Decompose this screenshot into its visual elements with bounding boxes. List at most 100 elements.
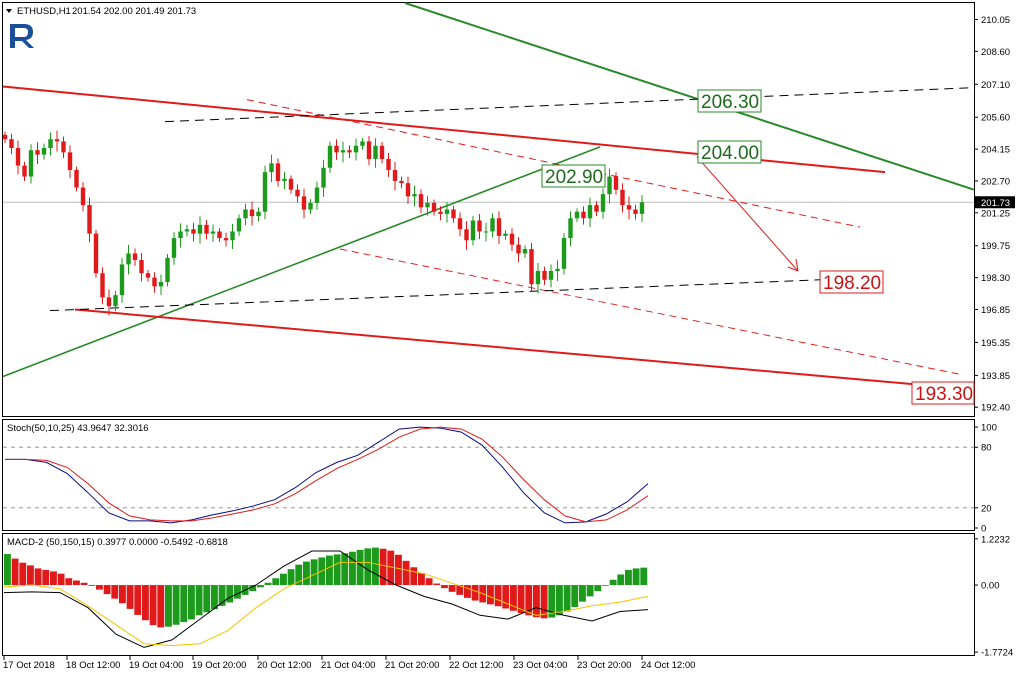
ohlc-label: 201.54 202.00 201.49 201.73 (72, 6, 196, 17)
level-box-198-20 (819, 270, 884, 294)
macd-hist-bar (609, 579, 617, 586)
time-tick-label: 24 Oct 12:00 (641, 660, 695, 671)
candle-bull (230, 231, 235, 241)
candle-bull (412, 194, 417, 197)
broker-logo-icon (10, 24, 34, 48)
candle-bear (87, 205, 92, 234)
candle-bull (314, 187, 320, 203)
candle-bear (288, 178, 294, 190)
macd-hist-bar (494, 585, 502, 607)
level-label: 193.30 (915, 384, 973, 405)
candle-bear (191, 229, 196, 234)
candle-bull (490, 218, 495, 232)
macd-hist-bar (50, 571, 57, 586)
macd-hist-bar (88, 585, 96, 586)
stoch-tick-label: 80 (981, 443, 992, 454)
candle-bear (334, 145, 339, 153)
macd-hist-bar (333, 554, 341, 586)
level-box-204-00 (697, 140, 762, 164)
candle-bull (373, 145, 378, 159)
candle-bear (418, 194, 424, 208)
candle-bear (93, 233, 99, 274)
candle-bull (236, 218, 242, 232)
candle-bear (379, 145, 385, 159)
macd-hist-bar (517, 585, 525, 614)
macd-hist-bar (249, 585, 257, 592)
macd-hist-bar (533, 585, 540, 618)
macd-title: MACD-2 (50,150,15) 0.3977 0.0000 -0.5492… (7, 537, 228, 548)
macd-tick-label: -1.7724 (981, 648, 1013, 659)
candle-bull (522, 249, 528, 254)
collapse-triangle-icon[interactable] (6, 9, 12, 13)
macd-hist-bar (594, 585, 602, 592)
candle-bear (100, 273, 105, 298)
macd-hist-bar (172, 585, 180, 625)
macd-hist-bar (126, 585, 134, 609)
candle-bear (529, 249, 534, 285)
price-tick-label: 195.35 (981, 338, 1010, 349)
candle-bear (22, 165, 27, 177)
stoch-pane (2, 419, 975, 531)
candle-bull (587, 205, 593, 219)
candle-bull (353, 145, 359, 153)
macd-hist-bar (195, 585, 203, 616)
macd-hist-bar (57, 573, 65, 586)
macd-hist-bar (27, 565, 34, 586)
macd-hist-bar (310, 559, 318, 586)
price-tick-label: 198.30 (981, 273, 1010, 284)
red-dashed-channel-bottom (339, 248, 961, 375)
price-tick-label: 208.60 (981, 47, 1010, 58)
candle-bear (633, 209, 638, 214)
time-tick-label: 23 Oct 20:00 (577, 660, 631, 671)
macd-hist-bar (448, 585, 456, 592)
candle-bull (48, 139, 53, 148)
candle-bear (451, 209, 456, 219)
macd-hist-bar (157, 585, 165, 628)
level-box-193-30 (911, 381, 975, 405)
time-tick-label: 17 Oct 2018 (3, 660, 55, 671)
macd-hist-bar (134, 585, 142, 615)
macd-hist-bar (372, 547, 379, 586)
candle-bear (301, 196, 307, 210)
macd-hist-bar (203, 585, 211, 613)
candle-bull (210, 231, 216, 234)
time-tick-label: 21 Oct 20:00 (385, 660, 439, 671)
candle-bear (431, 202, 437, 212)
candle-bear (509, 233, 515, 245)
macd-hist-bar (632, 568, 640, 586)
macd-hist-bar (19, 562, 27, 586)
macd-hist-bar (280, 573, 287, 586)
time-tick-label: 20 Oct 12:00 (257, 660, 311, 671)
candle-bear (139, 260, 144, 274)
macd-hist-bar (111, 585, 119, 599)
stoch-title: Stoch(50,10,25) 43.9647 32.3016 (7, 423, 149, 434)
candle-bull (282, 178, 287, 181)
candle-bull (483, 231, 489, 233)
candle-bear (366, 141, 372, 159)
candle-bull (178, 231, 183, 239)
macd-hist-bar (625, 569, 632, 586)
candle-bear (217, 231, 222, 239)
macd-hist-bar (188, 585, 195, 620)
candle-bear (613, 176, 619, 190)
macd-hist-bar (617, 574, 625, 586)
candle-bear (438, 211, 443, 214)
candle-bull (561, 238, 567, 269)
macd-hist-bar (326, 555, 333, 586)
candle-bull (503, 233, 508, 236)
macd-hist-bar (180, 585, 188, 623)
candle-bear (67, 152, 73, 170)
macd-hist-bar (510, 585, 517, 611)
red-channel-bottom (74, 308, 975, 391)
stoch-tick-label: 100 (981, 423, 997, 434)
candle-bear (54, 139, 60, 142)
macd-hist-bar (571, 585, 579, 607)
macd-hist-bar (73, 580, 80, 586)
candle-bear (295, 189, 300, 197)
candle-bear (477, 220, 482, 232)
macd-hist-bar (142, 585, 149, 621)
macd-hist-bar (11, 558, 19, 586)
macd-hist-bar (165, 585, 172, 627)
candle-bull (360, 141, 365, 146)
